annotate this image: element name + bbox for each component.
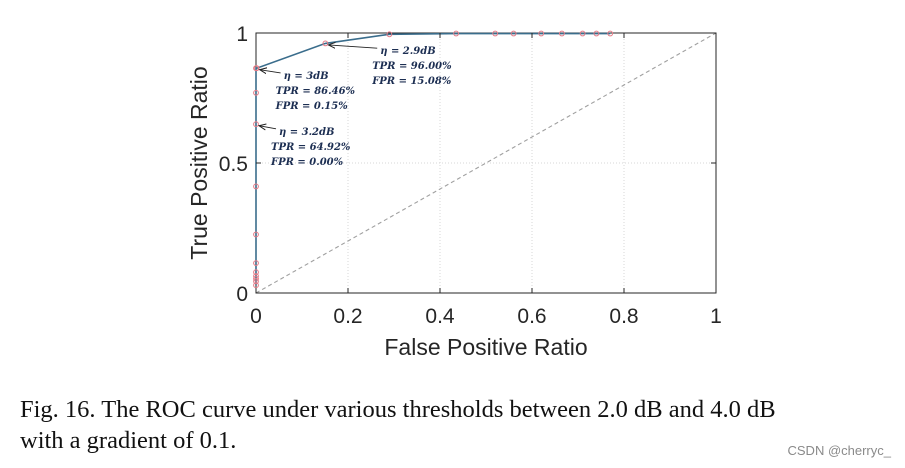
- annotation-arrow-2: [259, 126, 277, 129]
- roc-point-20: [593, 30, 600, 37]
- roc-point-0: [253, 282, 259, 289]
- y-tick-label-1: 0.5: [219, 153, 248, 176]
- roc-point-4: [253, 269, 259, 276]
- roc-point-13: [386, 31, 393, 38]
- roc-point-3: [253, 273, 259, 280]
- annotation-2-line-1: TPR = 64.92%: [271, 142, 351, 153]
- annotation-0-line-0: η = 2.9dB: [380, 46, 435, 57]
- annotation-arrow-0: [328, 45, 378, 48]
- x-tick-label-3: 0.6: [517, 305, 546, 328]
- annotation-0-line-2: FPR = 15.08%: [371, 76, 452, 87]
- caption-line-1: Fig. 16. The ROC curve under various thr…: [20, 396, 776, 423]
- annotation-2-line-2: FPR = 0.00%: [270, 157, 344, 168]
- roc-point-21: [607, 30, 614, 37]
- roc-chart: η = 2.9dB TPR = 96.00% FPR = 15.08% η = 3dB…: [186, 23, 722, 360]
- annotation-layer: η = 2.9dB TPR = 96.00% FPR = 15.08% η = 3dB…: [259, 45, 452, 168]
- annotation-arrow-1: [260, 70, 281, 73]
- annotation-2-line-0: η = 3.2dB: [279, 127, 334, 138]
- figure-caption: Fig. 16. The ROC curve under various thr…: [20, 394, 900, 456]
- y-tick-label-0: 0: [236, 283, 248, 306]
- roc-point-7: [253, 183, 259, 190]
- roc-point-14: [453, 30, 460, 37]
- caption-line-2: with a gradient of 0.1.: [20, 427, 237, 454]
- annotation-1-line-0: η = 3dB: [284, 71, 329, 82]
- roc-point-2: [253, 275, 259, 282]
- watermark: CSDN @cherryc_: [787, 443, 892, 458]
- y-tick-label-2: 1: [236, 23, 248, 46]
- annotation-1-line-1: TPR = 86.46%: [276, 86, 356, 97]
- axis-layer: 0 0.2 0.4 0.6 0.8 1 0 0.5 1 False Positive Ratio T…: [186, 23, 722, 360]
- annotation-0-line-1: TPR = 96.00%: [372, 61, 452, 72]
- roc-point-5: [253, 260, 259, 267]
- x-tick-label-1: 0.2: [333, 305, 362, 328]
- x-tick-label-5: 1: [710, 305, 722, 328]
- roc-point-15: [492, 30, 499, 37]
- roc-point-18: [559, 30, 565, 37]
- x-axis-title: False Positive Ratio: [384, 334, 587, 360]
- roc-point-6: [253, 231, 259, 238]
- roc-point-19: [579, 30, 586, 37]
- annotation-1-line-2: FPR = 0.15%: [275, 101, 349, 112]
- y-axis-title: True Positive Ratio: [186, 66, 212, 259]
- x-tick-label-0: 0: [250, 305, 262, 328]
- x-tick-label-4: 0.8: [609, 305, 638, 328]
- roc-point-9: [253, 89, 259, 96]
- roc-point-17: [538, 30, 545, 37]
- roc-point-16: [510, 30, 517, 37]
- x-tick-label-2: 0.4: [425, 305, 455, 328]
